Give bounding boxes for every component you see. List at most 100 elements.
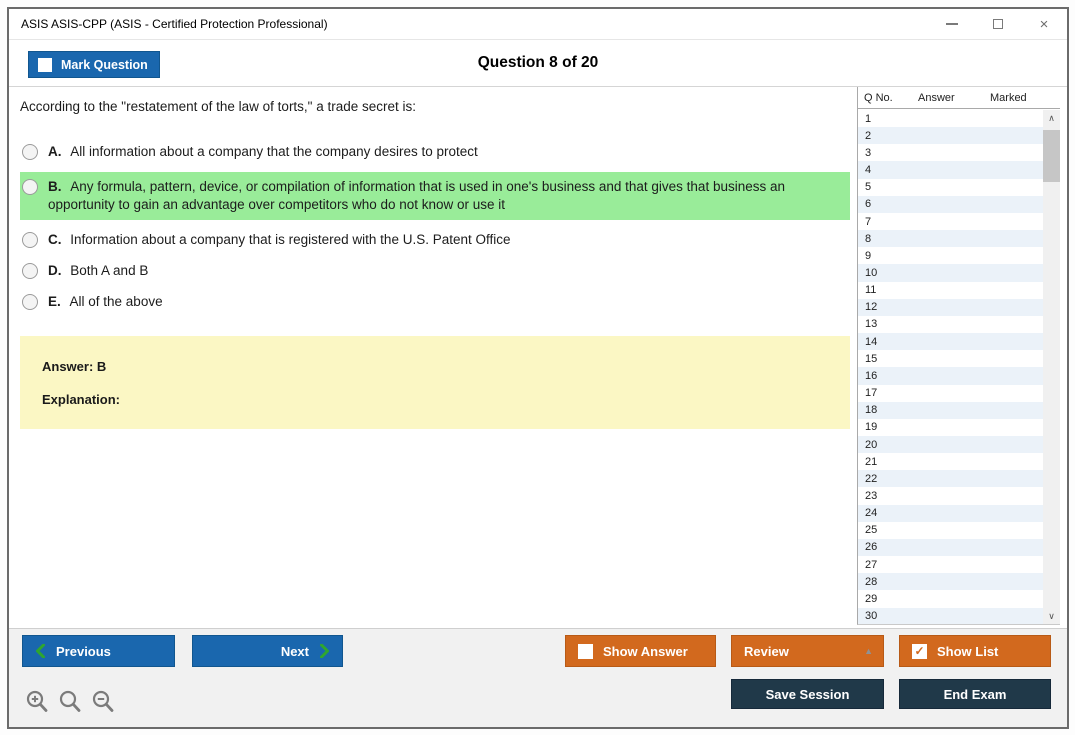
question-list-header: Q No. Answer Marked: [858, 87, 1060, 109]
row-qno: 11: [865, 284, 877, 297]
question-list-row[interactable]: 23: [858, 487, 1043, 504]
question-list-row[interactable]: 26: [858, 538, 1043, 557]
answer-option[interactable]: B. Any formula, pattern, device, or comp…: [20, 172, 850, 220]
radio-button-icon[interactable]: [22, 263, 38, 279]
question-list-row[interactable]: 24: [858, 504, 1043, 522]
row-qno: 23: [865, 490, 878, 503]
answer-option[interactable]: D. Both A and B: [20, 260, 850, 282]
answer-option[interactable]: A. All information about a company that …: [20, 141, 850, 163]
question-list-row[interactable]: 9: [858, 247, 1043, 264]
question-counter: Question 8 of 20: [477, 54, 599, 71]
show-list-checkbox-icon: ✓: [912, 643, 927, 659]
question-text: According to the "restatement of the law…: [20, 99, 417, 114]
option-letter: E.: [48, 294, 65, 309]
zoom-out-icon[interactable]: [91, 689, 115, 714]
save-session-label: Save Session: [765, 686, 850, 702]
scrollbar-thumb[interactable]: [1043, 130, 1060, 182]
minimize-icon[interactable]: [929, 9, 975, 39]
question-list-row[interactable]: 28: [858, 573, 1043, 591]
exam-header: Question 8 of 20 Mark Question: [9, 40, 1067, 87]
maximize-icon[interactable]: [975, 9, 1021, 39]
question-list-row[interactable]: 2: [858, 127, 1043, 145]
mark-question-label: Mark Question: [61, 57, 148, 72]
question-list-row[interactable]: 17: [858, 385, 1043, 402]
answer-option[interactable]: C. Information about a company that is r…: [20, 229, 850, 251]
row-qno: 2: [865, 129, 872, 142]
end-exam-button[interactable]: End Exam: [899, 679, 1051, 709]
row-qno: 27: [865, 558, 878, 571]
explanation-label: Explanation:: [42, 392, 121, 407]
question-list-row[interactable]: 7: [858, 213, 1043, 230]
row-qno: 21: [865, 455, 878, 468]
question-list-row[interactable]: 11: [858, 282, 1043, 299]
zoom-reset-icon[interactable]: [58, 689, 82, 714]
review-label: Review: [744, 643, 789, 659]
save-session-button[interactable]: Save Session: [731, 679, 884, 709]
question-list-row[interactable]: 4: [858, 161, 1043, 179]
question-list-row[interactable]: 6: [858, 195, 1043, 213]
radio-button-icon[interactable]: [22, 144, 38, 160]
question-list-row[interactable]: 3: [858, 144, 1043, 161]
option-letter: A.: [48, 144, 66, 159]
question-list-row[interactable]: 19: [858, 419, 1043, 436]
next-button[interactable]: Next: [192, 635, 343, 667]
row-qno: 6: [865, 198, 872, 211]
row-qno: 24: [865, 507, 878, 520]
window-controls: ×: [929, 9, 1067, 39]
question-list-row[interactable]: 12: [858, 298, 1043, 316]
question-area: According to the "restatement of the law…: [20, 87, 857, 628]
column-marked: Marked: [990, 91, 1027, 104]
option-text: All of the above: [69, 294, 163, 309]
option-text: All information about a company that the…: [70, 144, 478, 159]
row-qno: 1: [865, 112, 872, 125]
question-list-row[interactable]: 27: [858, 556, 1043, 573]
question-list-panel: Q No. Answer Marked 1 2 3 4 5 6 7 8 9 10…: [857, 87, 1060, 625]
question-list-row[interactable]: 1: [858, 110, 1043, 127]
mark-question-button[interactable]: Mark Question: [28, 51, 160, 78]
show-list-label: Show List: [937, 643, 999, 659]
question-list-row[interactable]: 5: [858, 179, 1043, 196]
question-list-row[interactable]: 29: [858, 590, 1043, 607]
scroll-up-icon[interactable]: ∧: [1048, 112, 1055, 123]
question-list-row[interactable]: 14: [858, 333, 1043, 351]
show-answer-button[interactable]: Show Answer: [565, 635, 716, 667]
show-list-button[interactable]: ✓ Show List: [899, 635, 1051, 667]
question-list-row[interactable]: 25: [858, 522, 1043, 539]
close-icon[interactable]: ×: [1039, 15, 1049, 33]
question-list-row[interactable]: 21: [858, 453, 1043, 470]
column-qno: Q No.: [864, 91, 893, 104]
title-bar: ASIS ASIS-CPP (ASIS - Certified Protecti…: [9, 9, 1067, 40]
row-qno: 30: [865, 610, 878, 623]
question-list-scrollbar[interactable]: ∧ ∨: [1043, 110, 1060, 624]
question-list-row[interactable]: 16: [858, 367, 1043, 385]
row-qno: 18: [865, 404, 878, 417]
question-list-row[interactable]: 30: [858, 607, 1043, 624]
radio-button-icon[interactable]: [22, 232, 38, 248]
question-list-row[interactable]: 18: [858, 401, 1043, 419]
zoom-controls: [25, 689, 115, 714]
question-list-row[interactable]: 20: [858, 435, 1043, 454]
answer-value: Answer: B: [42, 359, 107, 374]
row-qno: 10: [865, 266, 878, 279]
previous-button[interactable]: Previous: [22, 635, 175, 667]
row-qno: 4: [865, 164, 872, 177]
question-list-row[interactable]: 15: [858, 350, 1043, 367]
question-list-row[interactable]: 8: [858, 230, 1043, 248]
content-area: According to the "restatement of the law…: [9, 87, 1067, 628]
question-list-row[interactable]: 10: [858, 264, 1043, 282]
question-list-row[interactable]: 13: [858, 316, 1043, 333]
end-exam-label: End Exam: [943, 686, 1007, 702]
radio-button-icon[interactable]: [22, 294, 38, 310]
radio-button-icon[interactable]: [22, 179, 38, 195]
scroll-down-icon[interactable]: ∨: [1048, 610, 1055, 621]
option-letter: B.: [48, 179, 66, 194]
row-qno: 16: [865, 369, 878, 382]
zoom-in-icon[interactable]: [25, 689, 49, 714]
question-list-row[interactable]: 22: [858, 470, 1043, 488]
answer-option[interactable]: E. All of the above: [20, 291, 850, 313]
caret-up-icon: ▲: [864, 646, 873, 656]
review-button[interactable]: Review ▲: [731, 635, 884, 667]
option-text: Any formula, pattern, device, or compila…: [48, 179, 785, 212]
option-letter: C.: [48, 232, 66, 247]
footer-bar: Previous Next Show Answer Review ▲ ✓ Sho…: [9, 628, 1067, 727]
